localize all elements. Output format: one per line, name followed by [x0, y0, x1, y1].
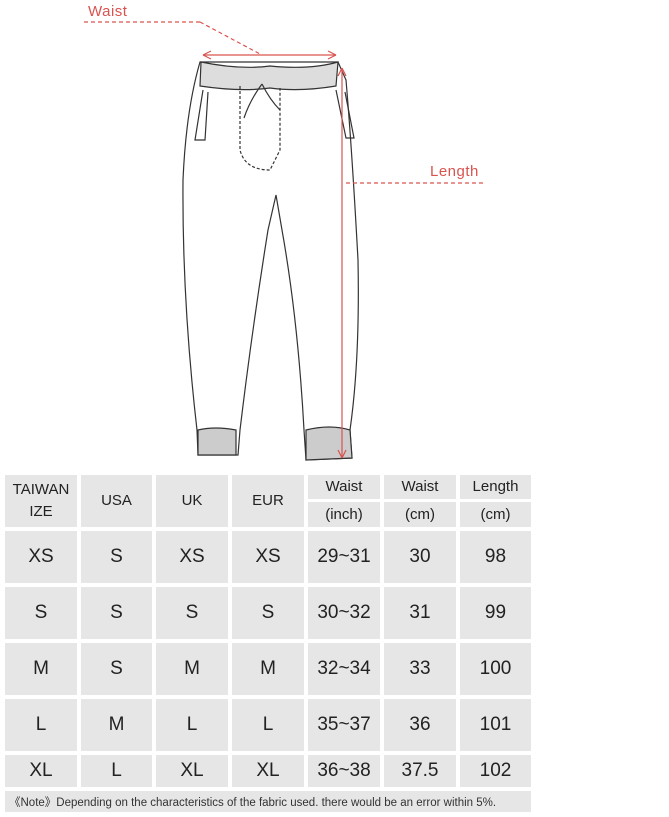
size-note: 《Note》Depending on the characteristics o…	[5, 791, 531, 812]
table-cell: S	[81, 643, 152, 695]
length-label: Length	[430, 163, 479, 180]
table-cell: 30~32	[308, 587, 380, 639]
table-cell: 101	[460, 699, 531, 751]
table-cell: 36~38	[308, 755, 380, 787]
table-cell: 98	[460, 531, 531, 583]
table-cell: XL	[5, 755, 77, 787]
header-cell: EUR	[232, 475, 304, 527]
table-cell: L	[81, 755, 152, 787]
header-unit-cell: (inch)	[308, 502, 380, 527]
table-cell: 36	[384, 699, 456, 751]
table-cell: XS	[156, 531, 228, 583]
table-cell: S	[81, 531, 152, 583]
pants-diagram	[84, 21, 485, 461]
table-cell: XS	[5, 531, 77, 583]
header-cell: Length	[460, 475, 531, 499]
table-cell: S	[5, 587, 77, 639]
header-cell: Waist	[308, 475, 380, 499]
measure-lines	[84, 21, 485, 459]
table-cell: 37.5	[384, 755, 456, 787]
header-cell: UK	[156, 475, 228, 527]
table-cell: 30	[384, 531, 456, 583]
header-line: TAIWAN	[12, 481, 70, 498]
table-cell: M	[5, 643, 77, 695]
header-unit-cell: (cm)	[460, 502, 531, 527]
waist-label: Waist	[88, 3, 128, 20]
header-cell: USA	[81, 475, 152, 527]
table-cell: 29~31	[308, 531, 380, 583]
table-cell: 31	[384, 587, 456, 639]
header-cell: TAIWAN IZE	[5, 475, 77, 527]
table-cell: M	[81, 699, 152, 751]
table-cell: L	[232, 699, 304, 751]
table-cell: L	[5, 699, 77, 751]
table-cell: S	[81, 587, 152, 639]
table-cell: 100	[460, 643, 531, 695]
table-cell: 33	[384, 643, 456, 695]
table-cell: XL	[232, 755, 304, 787]
table-cell: M	[232, 643, 304, 695]
table-cell: S	[232, 587, 304, 639]
header-unit-cell: (cm)	[384, 502, 456, 527]
table-cell: M	[156, 643, 228, 695]
table-cell: 35~37	[308, 699, 380, 751]
table-cell: 99	[460, 587, 531, 639]
header-line: IZE	[29, 503, 53, 520]
table-cell: 32~34	[308, 643, 380, 695]
table-cell: L	[156, 699, 228, 751]
table-cell: S	[156, 587, 228, 639]
header-cell: Waist	[384, 475, 456, 499]
table-cell: XS	[232, 531, 304, 583]
table-cell: XL	[156, 755, 228, 787]
pants-outline	[182, 61, 359, 461]
table-cell: 102	[460, 755, 531, 787]
